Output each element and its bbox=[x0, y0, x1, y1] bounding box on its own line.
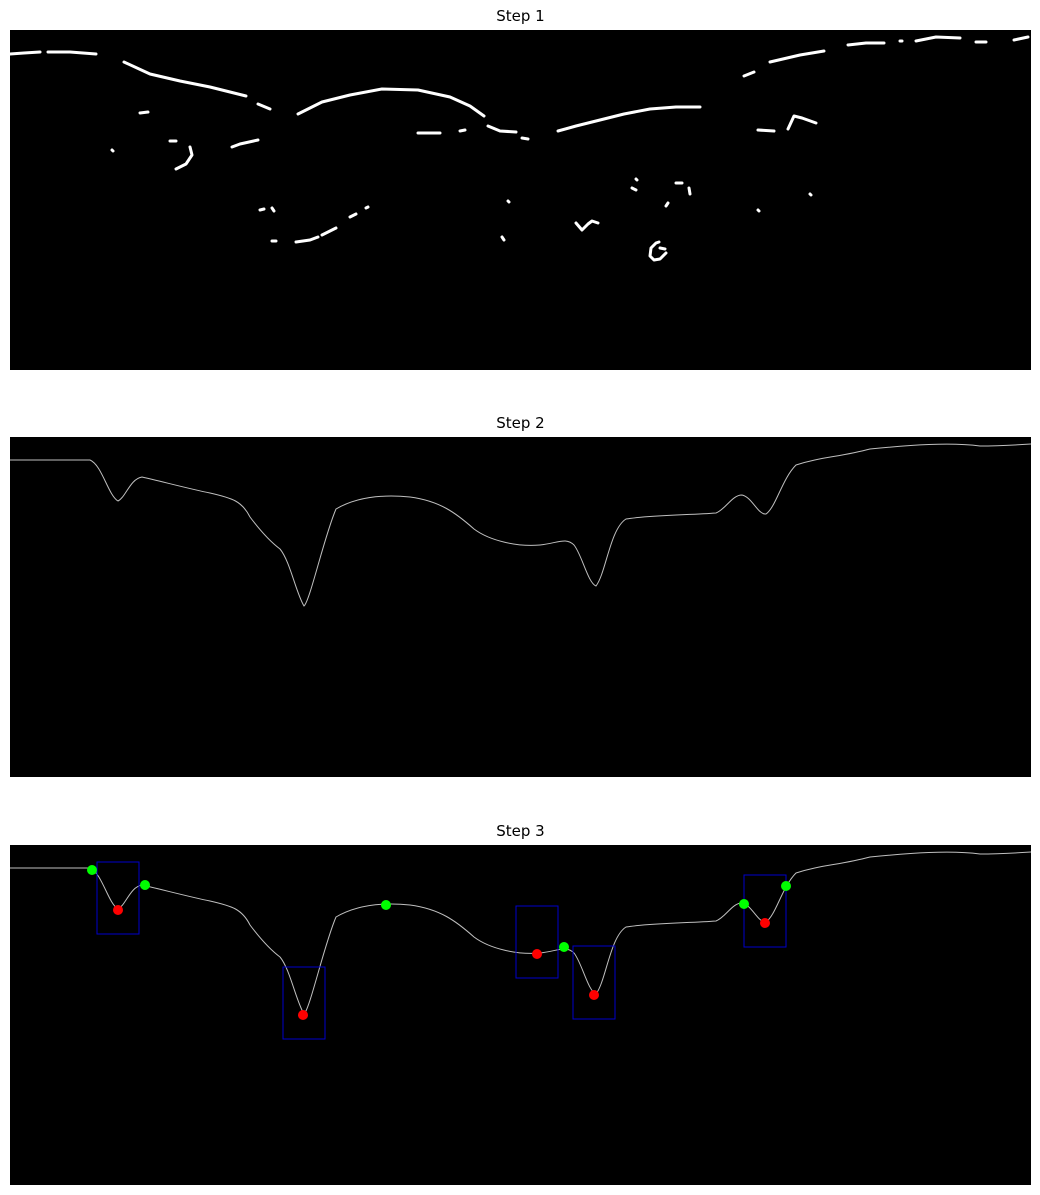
valley-marker bbox=[113, 905, 123, 915]
edge-fragment bbox=[808, 192, 813, 197]
edge-fragment bbox=[768, 49, 826, 64]
edge-fragment bbox=[630, 186, 638, 192]
valley-marker bbox=[298, 1010, 308, 1020]
edge-fragment bbox=[786, 114, 818, 131]
peak-markers bbox=[87, 865, 791, 952]
edge-fragment bbox=[574, 219, 600, 232]
edge-fragment bbox=[294, 235, 320, 244]
profile-curve bbox=[10, 851, 1031, 1015]
step-2-profile bbox=[10, 443, 1031, 607]
peak-marker bbox=[739, 899, 749, 909]
valley-box bbox=[96, 861, 140, 935]
profile-curve bbox=[10, 443, 1031, 607]
edge-fragment bbox=[756, 128, 776, 133]
step-2-panel bbox=[10, 437, 1031, 777]
peak-marker bbox=[140, 880, 150, 890]
edge-fragment bbox=[46, 50, 98, 56]
step-1-title: Step 1 bbox=[496, 7, 545, 25]
valley-box bbox=[572, 945, 616, 1020]
edge-fragment bbox=[914, 35, 962, 43]
step-1-panel bbox=[10, 30, 1031, 370]
valley-marker bbox=[532, 949, 542, 959]
edge-fragment bbox=[687, 186, 692, 196]
step-2-title: Step 2 bbox=[496, 414, 545, 432]
step-3-panel bbox=[10, 845, 1031, 1185]
step-3-title: Step 3 bbox=[496, 822, 545, 840]
edge-fragment bbox=[648, 240, 668, 262]
valley-markers bbox=[113, 905, 770, 1020]
step-3-annotated-profile bbox=[10, 851, 1031, 1040]
edge-fragment bbox=[348, 212, 358, 219]
edge-fragment bbox=[500, 235, 506, 242]
edge-fragment bbox=[458, 128, 467, 133]
edge-fragment bbox=[10, 50, 42, 56]
edge-fragment bbox=[658, 246, 667, 251]
edge-fragment bbox=[506, 199, 511, 204]
edge-fragment bbox=[486, 124, 518, 134]
step-1-edge-map bbox=[10, 35, 1030, 262]
edge-fragment bbox=[846, 41, 886, 47]
valley-box bbox=[515, 905, 559, 979]
edge-fragment bbox=[270, 206, 276, 213]
edge-fragment bbox=[742, 70, 756, 78]
edge-fragment bbox=[520, 136, 530, 141]
edge-fragment bbox=[138, 110, 150, 115]
valley-marker bbox=[760, 918, 770, 928]
valley-marker bbox=[589, 990, 599, 1000]
edge-fragment bbox=[230, 138, 260, 149]
edge-fragment bbox=[122, 60, 248, 98]
edge-fragment bbox=[364, 205, 370, 210]
edge-fragment bbox=[110, 148, 115, 153]
valley-box bbox=[282, 966, 326, 1040]
peak-marker bbox=[87, 865, 97, 875]
edge-fragment bbox=[256, 102, 272, 111]
peak-marker bbox=[559, 942, 569, 952]
edge-fragment bbox=[320, 226, 338, 237]
peak-marker bbox=[381, 900, 391, 910]
edge-fragment bbox=[174, 145, 194, 171]
edge-fragment bbox=[664, 201, 670, 208]
valley-box bbox=[743, 874, 787, 948]
valley-boxes bbox=[96, 861, 787, 1040]
edge-fragment bbox=[296, 87, 486, 118]
peak-marker bbox=[781, 881, 791, 891]
edge-fragment bbox=[258, 207, 266, 212]
edge-fragments bbox=[10, 35, 1030, 262]
edge-fragment bbox=[1012, 35, 1030, 42]
edge-fragment bbox=[756, 208, 761, 213]
edge-fragment bbox=[634, 177, 639, 182]
edge-fragment bbox=[556, 105, 702, 133]
